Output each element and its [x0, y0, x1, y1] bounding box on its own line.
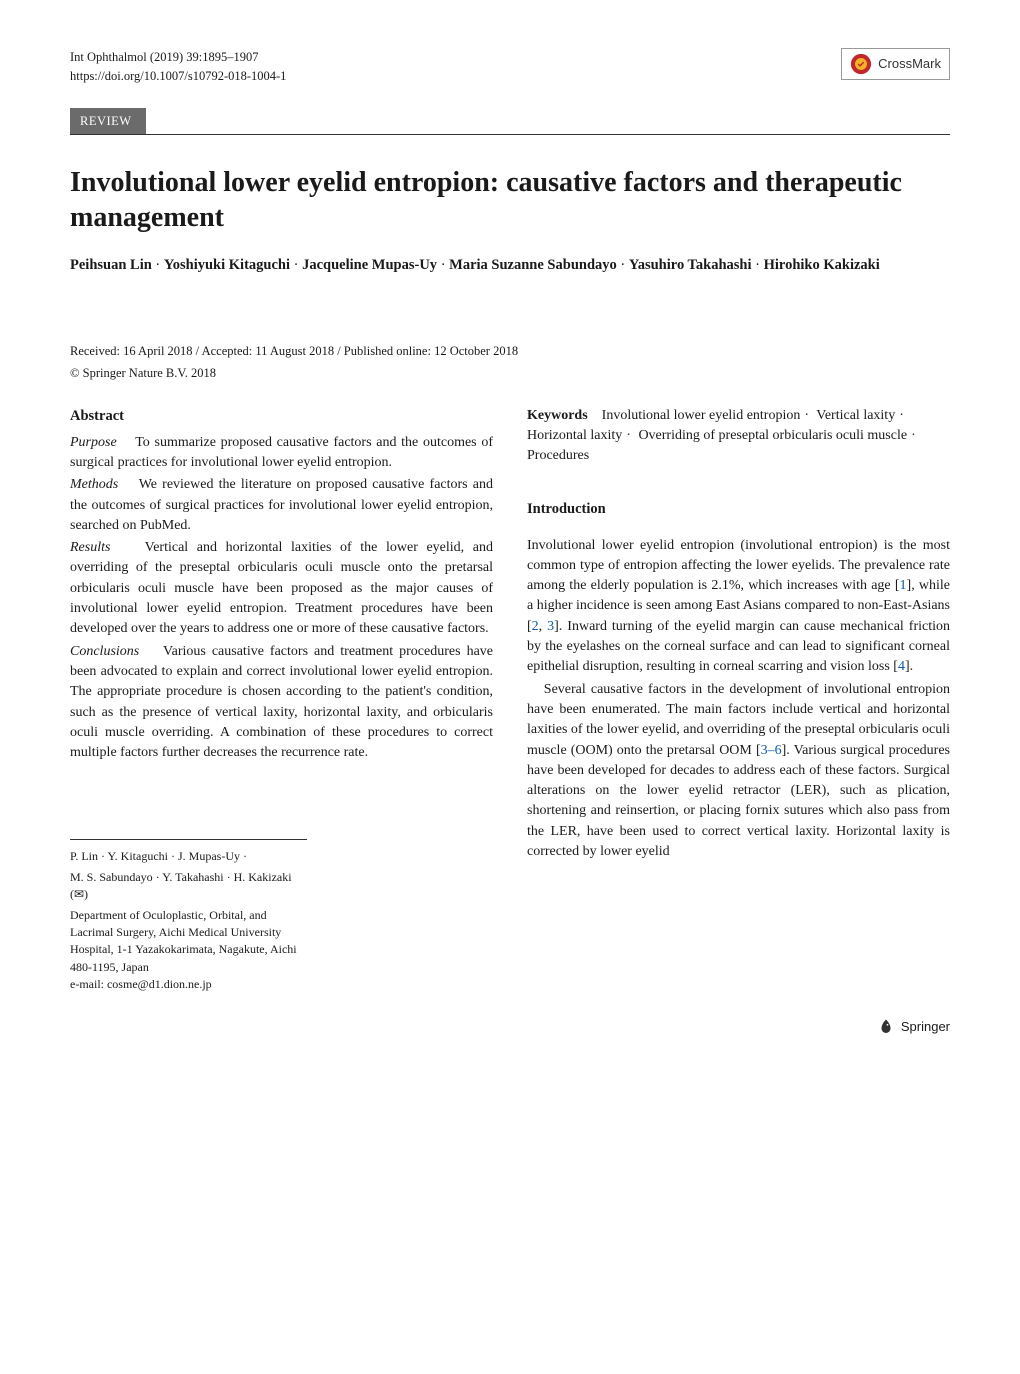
keyword: Overriding of preseptal orbicularis ocul… — [638, 428, 907, 443]
keyword: Procedures — [527, 448, 589, 463]
copyright-line: © Springer Nature B.V. 2018 — [70, 364, 950, 382]
crossmark-icon — [850, 53, 872, 75]
affiliation-corresponding: M. S. Sabundayo · Y. Takahashi · H. Kaki… — [70, 870, 292, 901]
abstract-heading: Abstract — [70, 406, 493, 427]
ref-link[interactable]: 2 — [532, 619, 539, 634]
article-title: Involutional lower eyelid entropion: cau… — [70, 165, 950, 235]
intro-text: ]. Inward turning of the eyelid margin c… — [527, 619, 950, 675]
ref-link[interactable]: 1 — [900, 578, 907, 593]
keyword: Involutional lower eyelid entropion — [602, 408, 801, 423]
author-list: Peihsuan Lin · Yoshiyuki Kitaguchi · Jac… — [70, 255, 950, 277]
header-row: Int Ophthalmol (2019) 39:1895–1907 https… — [70, 48, 950, 86]
keywords-label: Keywords — [527, 408, 588, 423]
keyword: Horizontal laxity — [527, 428, 622, 443]
author: Jacqueline Mupas-Uy — [302, 257, 437, 273]
crossmark-badge[interactable]: CrossMark — [841, 48, 950, 80]
intro-text: ]. Various surgical procedures have been… — [527, 743, 950, 859]
abstract-methods: Methods We reviewed the literature on pr… — [70, 475, 493, 536]
intro-paragraph-2: Several causative factors in the develop… — [527, 680, 950, 863]
intro-text: Involutional lower eyelid entropion (inv… — [527, 538, 950, 594]
abstract-purpose: Purpose To summarize proposed causative … — [70, 433, 493, 474]
author: Peihsuan Lin — [70, 257, 152, 273]
article-type-tag: REVIEW — [70, 108, 146, 134]
right-column: Keywords Involutional lower eyelid entro… — [527, 406, 950, 994]
journal-header: Int Ophthalmol (2019) 39:1895–1907 https… — [70, 48, 286, 86]
keyword: Vertical laxity — [816, 408, 895, 423]
introduction-heading: Introduction — [527, 499, 950, 520]
abstract-conclusions: Conclusions Various causative factors an… — [70, 642, 493, 764]
journal-reference: Int Ophthalmol (2019) 39:1895–1907 — [70, 48, 286, 67]
author: Maria Suzanne Sabundayo — [449, 257, 617, 273]
abstract-label: Results — [70, 540, 110, 555]
abstract-text: Various causative factors and treatment … — [70, 644, 493, 760]
ref-link[interactable]: 4 — [898, 659, 905, 674]
two-column-layout: Abstract Purpose To summarize proposed c… — [70, 406, 950, 994]
author: Yasuhiro Takahashi — [629, 257, 752, 273]
springer-logo: Springer — [877, 1018, 950, 1037]
page-footer: Springer — [70, 1018, 950, 1042]
affiliation-authors-2: M. S. Sabundayo · Y. Takahashi · H. Kaki… — [70, 869, 307, 904]
ref-link[interactable]: 3–6 — [761, 743, 782, 758]
abstract-label: Purpose — [70, 435, 117, 450]
affiliation-dept: Department of Oculoplastic, Orbital, and… — [70, 907, 307, 977]
abstract-text: To summarize proposed causative factors … — [70, 435, 493, 470]
intro-text: ]. — [905, 659, 913, 674]
left-column: Abstract Purpose To summarize proposed c… — [70, 406, 493, 994]
intro-text: , — [539, 619, 547, 634]
doi-link[interactable]: https://doi.org/10.1007/s10792-018-1004-… — [70, 69, 286, 83]
publication-dates: Received: 16 April 2018 / Accepted: 11 A… — [70, 342, 950, 360]
author: Hirohiko Kakizaki — [764, 257, 880, 273]
abstract-label: Methods — [70, 477, 118, 492]
springer-icon — [877, 1018, 895, 1036]
abstract-text: We reviewed the literature on proposed c… — [70, 477, 493, 533]
intro-paragraph-1: Involutional lower eyelid entropion (inv… — [527, 536, 950, 678]
abstract-label: Conclusions — [70, 644, 139, 659]
spacer — [527, 526, 950, 536]
affiliation-block: P. Lin · Y. Kitaguchi · J. Mupas-Uy · M.… — [70, 839, 307, 993]
author: Yoshiyuki Kitaguchi — [164, 257, 290, 273]
affiliation-email: e-mail: cosme@d1.dion.ne.jp — [70, 976, 307, 993]
keywords-block: Keywords Involutional lower eyelid entro… — [527, 406, 950, 467]
publisher-name: Springer — [901, 1018, 950, 1037]
abstract-results: Results Vertical and horizontal laxities… — [70, 538, 493, 639]
affiliation-authors-1: P. Lin · Y. Kitaguchi · J. Mupas-Uy · — [70, 848, 307, 865]
article-type-bar: REVIEW — [70, 106, 950, 135]
crossmark-label: CrossMark — [878, 55, 941, 74]
